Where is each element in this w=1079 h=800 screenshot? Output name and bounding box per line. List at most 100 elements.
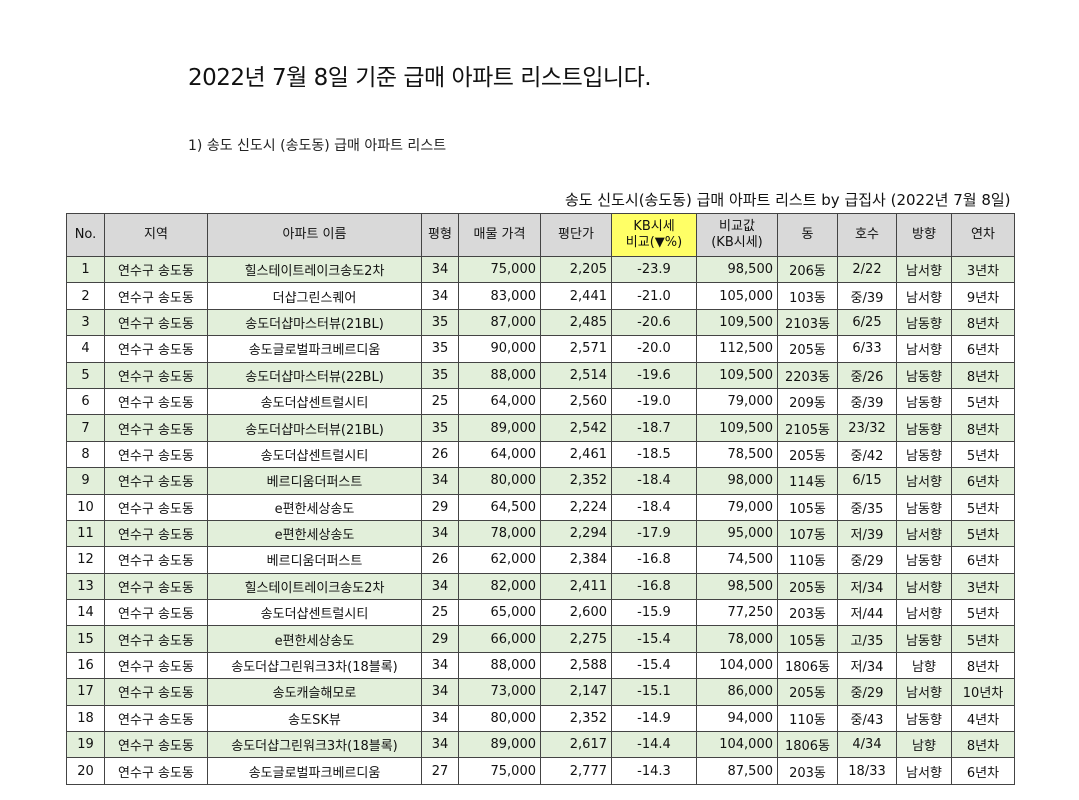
cell-building: 2203동 — [777, 361, 838, 389]
cell-size: 25 — [421, 387, 459, 416]
cell-apartment-name: 송도더샵그린워크3차(18블록) — [207, 651, 422, 680]
table-row: 7 연수구 송도동 송도더샵마스터뷰(21BL) 35 89,000 2,542 -18.7… — [66, 414, 1016, 442]
cell-size: 26 — [421, 546, 459, 574]
table-row: 1 연수구 송도동 힐스테이트레이크송도2차 34 75,000 2,205 -23.9 98… — [66, 255, 1016, 284]
cell-kb-compare: -19.6 — [611, 361, 697, 389]
header-region: 지역 — [104, 213, 208, 257]
cell-apartment-name: e편한세상송도 — [207, 493, 422, 521]
cell-kb-price: 78,500 — [696, 440, 778, 469]
page-title: 2022년 7월 8일 기준 급매 아파트 리스트입니다. — [188, 65, 652, 91]
cell-kb-price: 74,500 — [696, 546, 778, 574]
cell-no: 15 — [66, 625, 105, 653]
cell-age: 9년차 — [950, 282, 1016, 310]
cell-region: 연수구 송도동 — [104, 757, 208, 785]
cell-unit-floor: 6/15 — [837, 467, 897, 495]
cell-size: 34 — [421, 255, 459, 284]
cell-unit-floor: 2/22 — [837, 255, 897, 284]
cell-age: 5년차 — [950, 519, 1016, 548]
cell-price-per-pyeong: 2,441 — [540, 282, 612, 310]
cell-no: 9 — [66, 467, 105, 495]
cell-price: 73,000 — [458, 678, 541, 706]
cell-no: 14 — [66, 599, 105, 627]
cell-region: 연수구 송도동 — [104, 704, 208, 733]
cell-no: 6 — [66, 387, 105, 416]
cell-age: 8년차 — [950, 651, 1016, 680]
cell-price: 89,000 — [458, 731, 541, 759]
table-row: 16 연수구 송도동 송도더샵그린워크3차(18블록) 34 88,000 2,588 -1… — [66, 651, 1016, 680]
cell-price: 80,000 — [458, 704, 541, 733]
cell-age: 4년차 — [950, 704, 1016, 733]
cell-price: 75,000 — [458, 757, 541, 785]
cell-unit-floor: 중/39 — [837, 282, 897, 310]
cell-kb-compare: -15.4 — [611, 625, 697, 653]
cell-size: 34 — [421, 651, 459, 680]
cell-unit-floor: 4/34 — [837, 731, 897, 759]
header-age: 연차 — [950, 213, 1016, 257]
cell-direction: 남동향 — [896, 704, 952, 733]
cell-kb-compare: -17.9 — [611, 519, 697, 548]
cell-price-per-pyeong: 2,560 — [540, 387, 612, 416]
header-price-per-pyeong: 평단가 — [540, 213, 612, 257]
cell-age: 3년차 — [950, 255, 1016, 284]
cell-price-per-pyeong: 2,352 — [540, 467, 612, 495]
cell-no: 8 — [66, 440, 105, 469]
table-row: 11 연수구 송도동 e편한세상송도 34 78,000 2,294 -17.9 95,000… — [66, 519, 1016, 548]
cell-kb-compare: -14.9 — [611, 704, 697, 733]
cell-age: 8년차 — [950, 414, 1016, 442]
header-kb-price: 비교값 (KB시세) — [696, 213, 778, 257]
cell-size: 34 — [421, 731, 459, 759]
cell-region: 연수구 송도동 — [104, 651, 208, 680]
table-row: 20 연수구 송도동 송도글로벌파크베르디움 27 75,000 2,777 -14.3 87… — [66, 757, 1016, 785]
cell-unit-floor: 저/34 — [837, 651, 897, 680]
cell-kb-price: 87,500 — [696, 757, 778, 785]
cell-size: 25 — [421, 599, 459, 627]
table-row: 13 연수구 송도동 힐스테이트레이크송도2차 34 82,000 2,411 -16.8 9… — [66, 572, 1016, 601]
table-row: 18 연수구 송도동 송도SK뷰 34 80,000 2,352 -14.9 94,000 11… — [66, 704, 1016, 733]
cell-price: 89,000 — [458, 414, 541, 442]
cell-no: 5 — [66, 361, 105, 389]
cell-price: 62,000 — [458, 546, 541, 574]
cell-building: 105동 — [777, 625, 838, 653]
cell-no: 4 — [66, 335, 105, 363]
cell-no: 1 — [66, 255, 105, 284]
cell-price: 65,000 — [458, 599, 541, 627]
cell-direction: 남서향 — [896, 572, 952, 601]
table-caption: 송도 신도시(송도동) 급매 아파트 리스트 by 급집사 (2022년 7월 … — [66, 186, 1015, 214]
table-row: 19 연수구 송도동 송도더샵그린워크3차(18블록) 34 89,000 2,617 -1… — [66, 731, 1016, 759]
cell-price: 78,000 — [458, 519, 541, 548]
cell-size: 35 — [421, 308, 459, 337]
cell-unit-floor: 23/32 — [837, 414, 897, 442]
cell-unit-floor: 저/44 — [837, 599, 897, 627]
cell-kb-compare: -15.1 — [611, 678, 697, 706]
cell-unit-floor: 고/35 — [837, 625, 897, 653]
table-row: 5 연수구 송도동 송도더샵마스터뷰(22BL) 35 88,000 2,514 -19.6… — [66, 361, 1016, 389]
cell-price: 64,000 — [458, 440, 541, 469]
cell-apartment-name: 송도더샵센트럴시티 — [207, 440, 422, 469]
cell-region: 연수구 송도동 — [104, 599, 208, 627]
cell-kb-price: 77,250 — [696, 599, 778, 627]
table-row: 8 연수구 송도동 송도더샵센트럴시티 26 64,000 2,461 -18.5 78,50… — [66, 440, 1016, 469]
cell-unit-floor: 중/39 — [837, 387, 897, 416]
apartment-table: 송도 신도시(송도동) 급매 아파트 리스트 by 급집사 (2022년 7월 … — [66, 186, 1016, 785]
cell-age: 5년차 — [950, 387, 1016, 416]
header-size: 평형 — [421, 213, 459, 257]
cell-apartment-name: 더샵그린스퀘어 — [207, 282, 422, 310]
cell-price: 90,000 — [458, 335, 541, 363]
cell-age: 5년차 — [950, 599, 1016, 627]
cell-price-per-pyeong: 2,588 — [540, 651, 612, 680]
cell-price-per-pyeong: 2,205 — [540, 255, 612, 284]
cell-building: 206동 — [777, 255, 838, 284]
cell-size: 29 — [421, 625, 459, 653]
cell-building: 205동 — [777, 440, 838, 469]
cell-unit-floor: 저/34 — [837, 572, 897, 601]
cell-no: 17 — [66, 678, 105, 706]
cell-no: 20 — [66, 757, 105, 785]
cell-price-per-pyeong: 2,542 — [540, 414, 612, 442]
cell-price-per-pyeong: 2,485 — [540, 308, 612, 337]
cell-size: 35 — [421, 335, 459, 363]
cell-unit-floor: 18/33 — [837, 757, 897, 785]
cell-kb-price: 104,000 — [696, 731, 778, 759]
cell-unit-floor: 중/26 — [837, 361, 897, 389]
cell-kb-price: 86,000 — [696, 678, 778, 706]
cell-kb-compare: -18.4 — [611, 467, 697, 495]
